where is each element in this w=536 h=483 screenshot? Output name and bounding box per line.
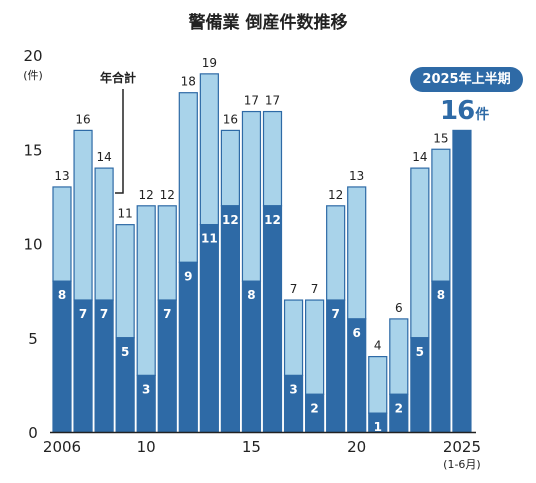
first-half-value: 16件 [440,96,489,126]
bar-inner-label: 11 [201,232,218,246]
chart-title: 警備業 倒産件数推移 [188,12,348,33]
bar-total-label: 13 [54,169,69,183]
x-tick-label: 2025 [443,438,481,456]
bar-segment-upper [431,148,451,282]
bar-total-label: 12 [328,188,343,202]
bar-segment-upper [410,167,430,339]
y-tick-label: 15 [23,141,42,159]
x-tick-label: 2006 [43,438,81,456]
bar-inner-label: 2 [395,401,403,415]
y-tick-label: 10 [23,236,42,254]
first-half-unit: 件 [475,107,490,123]
bar-segment-lower [220,205,240,433]
bar-segment-upper [326,205,346,301]
first-half-badge: 2025年上半期 [410,67,523,92]
bar-inner-label: 2 [310,401,318,415]
bars-group: 8137167145113127129181119121681712173727… [52,56,472,434]
bar-inner-label: 7 [163,307,171,321]
bar-inner-label: 3 [289,382,297,396]
bar-segment-upper [220,129,240,207]
bar-inner-label: 12 [222,213,239,227]
x-axis: 2006 10 15 20 2025 (1-6月) [43,438,481,471]
x-tick-label: 20 [347,438,366,456]
bar-total-label: 18 [181,75,196,89]
y-tick-label: 0 [28,424,38,442]
bar-total-label: 4 [374,339,382,353]
bar-segment-lower [452,129,472,433]
bar-total-label: 12 [160,188,175,202]
callout-line [115,89,124,194]
bar-total-label: 12 [139,188,154,202]
bar-segment-upper [262,110,283,207]
bar-total-label: 17 [244,94,259,108]
bar-segment-upper [283,299,304,377]
bar-segment-upper [347,186,367,320]
y-tick-label: 5 [28,330,38,348]
bar-total-label: 14 [412,150,427,164]
bar-inner-label: 12 [264,213,281,227]
bar-segment-upper [136,205,156,377]
bar-inner-label: 5 [121,345,129,359]
y-tick-label: 20 [23,47,42,65]
bar-total-label: 17 [265,94,280,108]
bar-segment-upper [368,356,388,414]
bar-segment-upper [157,205,177,301]
bar-inner-label: 7 [79,307,87,321]
bar-total-label: 19 [202,56,217,70]
callout-label: 年合計 [100,70,136,85]
bar-segment-lower [199,224,219,433]
y-axis-unit-label: (件) [23,69,43,82]
bar-inner-label: 3 [142,382,150,396]
bar-segment-lower [178,261,198,433]
bar-inner-label: 8 [437,288,445,302]
bar-total-label: 7 [311,282,319,296]
x-tick-sublabel: (1-6月) [443,458,481,471]
bar-inner-label: 1 [374,420,382,434]
bar-segment-upper [389,318,409,395]
bar-inner-label: 7 [331,307,339,321]
bar-segment-lower [262,205,283,433]
bar-segment-upper [115,224,135,339]
bar-inner-label: 5 [416,345,424,359]
y-axis: 0 5 10 15 20 [23,47,42,442]
bar-inner-label: 6 [353,326,361,340]
bar-segment-upper [52,186,72,282]
bar-total-label: 16 [75,112,90,126]
bar-total-label: 13 [349,169,364,183]
bar-segment-upper [199,73,219,226]
bar-total-label: 7 [290,282,298,296]
bar-inner-label: 9 [184,269,192,283]
bar-total-label: 14 [96,150,111,164]
bar-total-label: 15 [433,131,448,145]
first-half-count: 16 [440,96,475,126]
x-tick-label: 15 [242,438,261,456]
bar-total-label: 11 [118,207,133,221]
bar-segment-upper [94,167,114,301]
bar-segment-upper [305,299,325,395]
bar-inner-label: 8 [247,288,255,302]
bar-total-label: 6 [395,301,403,315]
x-tick-label: 10 [137,438,156,456]
bar-segment-lower [241,280,262,433]
bar-total-label: 16 [223,112,238,126]
bar-segment-upper [241,110,262,282]
annual-total-callout: 年合計 [100,70,136,194]
bar-segment-lower [431,280,451,433]
bar-segment-lower [52,280,72,433]
bar-segment-upper [73,129,93,301]
bar-inner-label: 8 [58,288,66,302]
bar-inner-label: 7 [100,307,108,321]
bar-segment-upper [178,92,198,263]
